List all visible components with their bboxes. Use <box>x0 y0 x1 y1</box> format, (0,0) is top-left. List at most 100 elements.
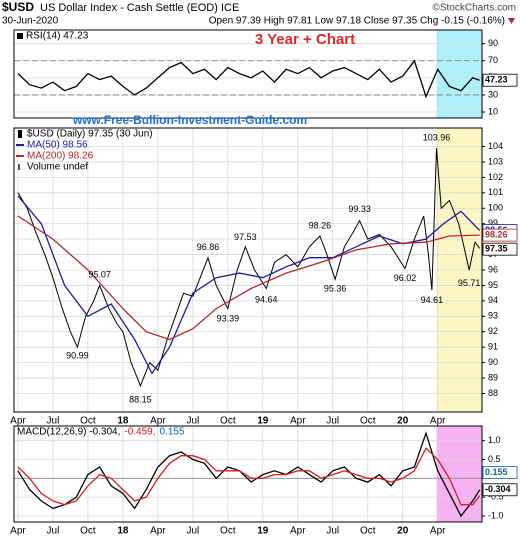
x-tick-label: Apr <box>150 526 166 537</box>
panel-title: -0.459, <box>124 427 155 438</box>
value-box <box>482 483 518 497</box>
y-tick-label: 90 <box>488 38 498 48</box>
y-tick-label: 89 <box>488 372 498 382</box>
panel-frame <box>13 29 483 119</box>
x-tick-label: Apr <box>10 416 26 427</box>
x-tick-label: Oct <box>80 416 96 427</box>
price-annotation: 90.99 <box>66 351 89 361</box>
legend-label: Volume undef <box>27 162 88 173</box>
price-annotation: 93.39 <box>217 314 240 324</box>
y-tick-label: 95 <box>488 280 498 290</box>
y-tick-label: 99 <box>488 218 498 228</box>
price-annotation: 97.53 <box>234 232 257 242</box>
x-tick-label: Oct <box>360 416 376 427</box>
legend-label: MA(50) 98.56 <box>27 140 88 151</box>
price-annotation: 88.15 <box>129 395 152 405</box>
x-tick-label: Jul <box>326 526 339 537</box>
y-tick-label: -0.5 <box>488 492 504 502</box>
y-tick-label: 0.5 <box>488 454 501 464</box>
legend-label: MA(200) 98.26 <box>27 151 94 162</box>
y-tick-label: -1.0 <box>488 510 504 520</box>
value-box <box>482 228 518 242</box>
y-tick-label: 100 <box>488 203 503 213</box>
source: ©StockCharts.com <box>432 3 516 14</box>
price-annotation: 95.71 <box>458 278 481 288</box>
value-box <box>482 242 518 256</box>
x-tick-label: Apr <box>290 526 306 537</box>
highlight <box>436 426 482 522</box>
legend-icon <box>18 130 22 138</box>
y-tick-label: 94 <box>488 295 498 305</box>
series-line <box>17 195 481 375</box>
price-annotation: 95.36 <box>324 283 347 293</box>
legend-label: $USD (Daily) 97.35 (30 Jun) <box>27 129 153 140</box>
x-tick-label: Jul <box>186 416 199 427</box>
panel-frame <box>13 425 483 523</box>
y-tick-label: 93 <box>488 311 498 321</box>
x-tick-label: 19 <box>257 526 269 537</box>
y-tick-label: 30 <box>488 89 498 99</box>
x-tick-label: Oct <box>80 526 96 537</box>
legend-icon <box>18 164 20 170</box>
y-tick-label: 91 <box>488 342 498 352</box>
series-line <box>17 148 481 388</box>
x-tick-label: Apr <box>430 416 446 427</box>
value-box-label: 0.155 <box>485 467 508 477</box>
title-icon <box>17 33 23 39</box>
x-tick-label: 19 <box>257 416 269 427</box>
panel-title: RSI(14) 47.23 <box>26 31 89 42</box>
x-tick-label: Apr <box>10 526 26 537</box>
down-arrow <box>508 18 515 24</box>
y-tick-label: 90 <box>488 357 498 367</box>
y-tick-label: 104 <box>488 141 503 151</box>
instrument-name: US Dollar Index - Cash Settle (EOD) ICE <box>40 2 239 14</box>
symbol: $USD <box>2 0 34 14</box>
x-tick-label: Oct <box>360 526 376 537</box>
price-annotation: 98.26 <box>309 220 332 230</box>
price-annotation: 99.33 <box>348 204 371 214</box>
price-annotation: 94.64 <box>255 294 278 304</box>
value-box-label: 97.35 <box>485 244 508 254</box>
y-tick-label: 10 <box>488 106 498 116</box>
x-tick-label: Apr <box>290 416 306 427</box>
panel-title: 0.155 <box>160 427 185 438</box>
panel-frame <box>13 127 483 413</box>
y-tick-label: 101 <box>488 187 503 197</box>
price-annotation: 96.02 <box>394 273 417 283</box>
x-tick-label: Jul <box>326 416 339 427</box>
x-tick-label: 18 <box>117 526 129 537</box>
y-tick-label: 92 <box>488 326 498 336</box>
y-tick-label: 70 <box>488 55 498 65</box>
y-tick-label: 96 <box>488 264 498 274</box>
panel-title: MACD(12,26,9) -0.304, <box>17 427 120 438</box>
y-tick-label: 102 <box>488 172 503 182</box>
y-tick-label: 103 <box>488 156 503 166</box>
date: 30-Jun-2020 <box>2 16 59 27</box>
x-tick-label: Jul <box>47 416 60 427</box>
value-box-label: 47.23 <box>485 75 508 85</box>
value-box-label: -0.304 <box>485 484 511 494</box>
x-tick-label: Apr <box>430 526 446 537</box>
price-annotation: 96.86 <box>197 242 220 252</box>
value-box <box>482 73 518 87</box>
quote: Open 97.39 High 97.81 Low 97.18 Close 97… <box>209 16 505 27</box>
website: www.Free-Bullion-Investment-Guide.com <box>72 113 307 127</box>
series-line <box>17 431 481 518</box>
highlight <box>436 30 482 118</box>
x-tick-label: Apr <box>150 416 166 427</box>
x-tick-label: Oct <box>220 416 236 427</box>
price-annotation: 103.96 <box>423 133 451 143</box>
x-tick-label: Oct <box>220 526 236 537</box>
value-box-label: 98.26 <box>485 229 508 239</box>
price-annotation: 94.61 <box>421 295 444 305</box>
y-tick-label: 1.0 <box>488 435 501 445</box>
overlay-title: 3 Year + Chart <box>255 31 355 48</box>
series-line <box>17 215 480 341</box>
x-tick-label: 20 <box>397 526 409 537</box>
x-tick-label: 18 <box>117 416 129 427</box>
value-box <box>482 466 518 479</box>
x-tick-label: Jul <box>47 526 60 537</box>
series-line <box>17 59 480 99</box>
series-line <box>17 447 481 506</box>
